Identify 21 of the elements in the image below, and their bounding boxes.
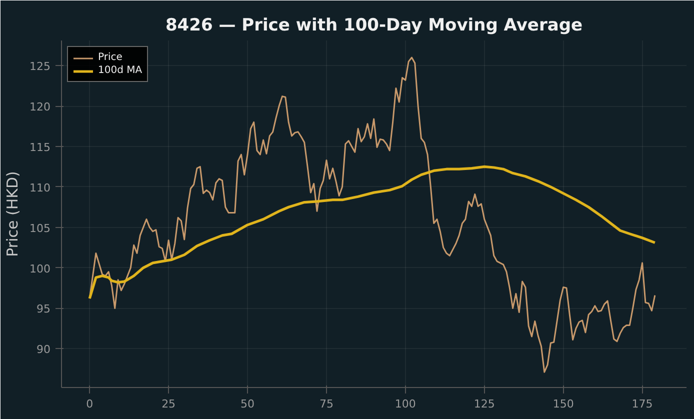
x-tick-label: 50 [240,398,255,410]
y-tick-label: 125 [30,60,51,74]
y-tick-label: 100 [30,262,51,276]
x-tick-label: 150 [552,398,574,410]
line-series [88,165,656,300]
x-tick-label: 100 [394,398,416,410]
x-tick-label: 75 [319,398,334,410]
chart-title: 8426 — Price with 100-Day Moving Average [165,16,583,36]
x-tick-label: 25 [162,398,176,410]
y-axis-title: Price (HKD) [4,171,22,257]
x-tick-label: 0 [86,398,94,410]
y-tick-label: 110 [30,181,51,194]
legend-label: Price [98,52,122,63]
y-tick-label: 90 [36,343,51,356]
y-tick-label: 95 [36,302,51,316]
x-tick-label: 125 [474,398,495,410]
y-tick-label: 120 [30,100,51,114]
legend-label: 100d MA [98,65,142,76]
x-tick-label: 175 [632,398,653,410]
y-tick-label: 105 [30,222,51,235]
y-tick-label: 115 [30,140,51,154]
